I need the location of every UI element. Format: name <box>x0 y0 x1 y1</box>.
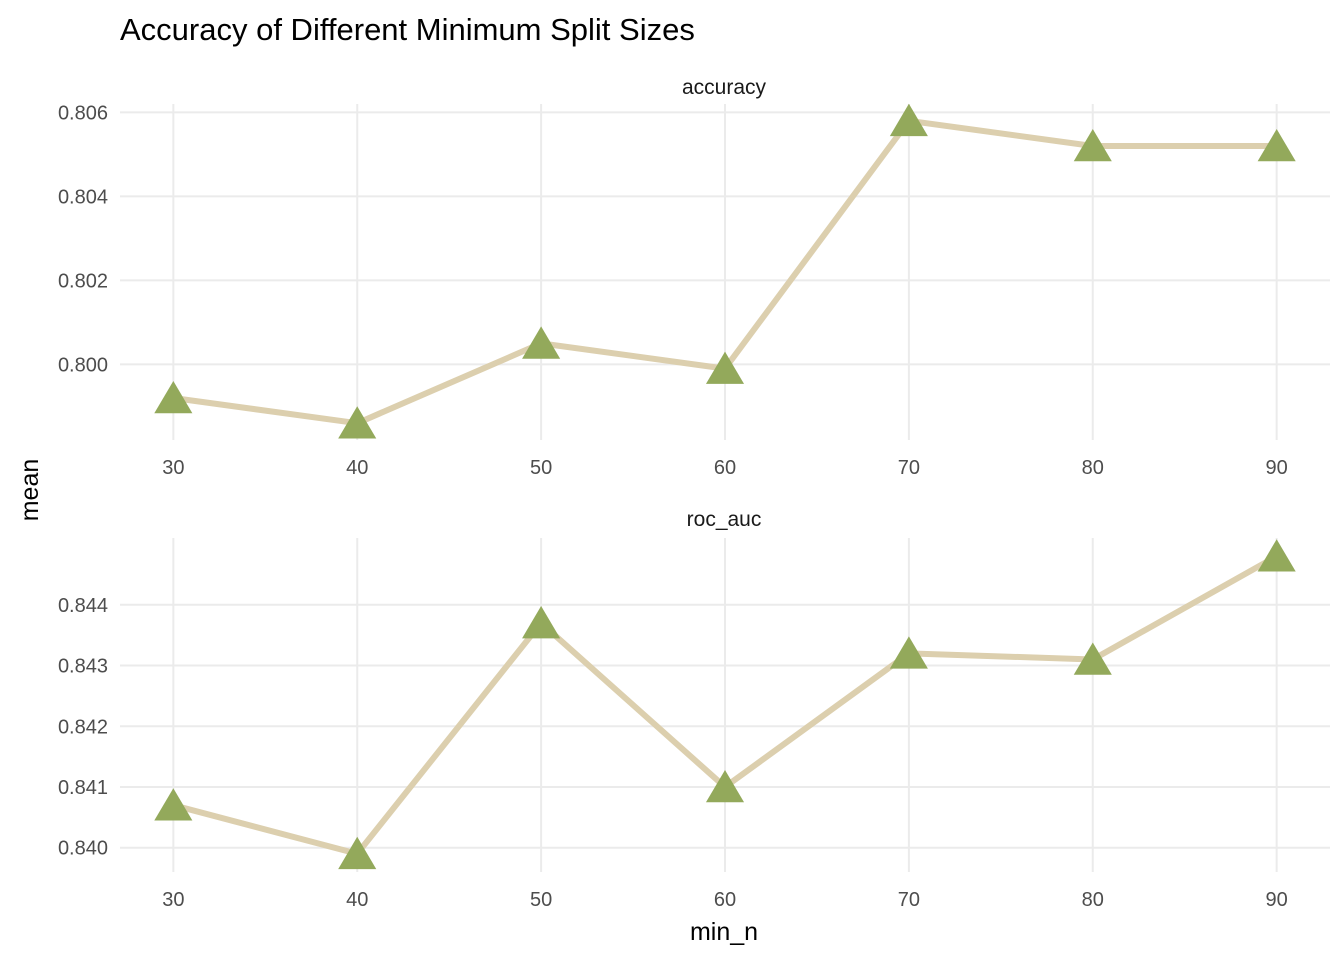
panel-roc-auc: roc_auc 0.840 0.841 0.842 0.843 0.844 30 40 50… <box>58 508 1330 911</box>
x-ticks-roc-auc: 30 40 50 60 70 80 90 <box>162 889 1288 911</box>
data-point-accuracy <box>705 351 745 384</box>
y-tick-label-accuracy: 0.804 <box>58 186 108 208</box>
y-tick-label-accuracy: 0.806 <box>58 102 108 124</box>
data-point-accuracy <box>522 326 561 359</box>
grid-roc-auc <box>120 538 1330 872</box>
x-tick-label-accuracy: 50 <box>530 457 552 479</box>
data-point-accuracy <box>1073 129 1112 162</box>
y-tick-label-accuracy: 0.800 <box>58 354 108 376</box>
x-tick-label-accuracy: 40 <box>346 457 368 479</box>
data-point-accuracy <box>1257 129 1296 162</box>
x-tick-label-roc-auc: 50 <box>530 889 552 911</box>
x-ticks-accuracy: 30 40 50 60 70 80 90 <box>162 457 1288 479</box>
x-tick-label-roc-auc: 70 <box>898 889 920 911</box>
x-tick-label-accuracy: 80 <box>1082 457 1104 479</box>
grid-accuracy <box>120 104 1330 440</box>
chart-title: Accuracy of Different Minimum Split Size… <box>120 12 695 47</box>
data-point-roc-auc <box>705 769 745 803</box>
y-axis-title: mean <box>16 459 44 522</box>
x-axis-title: min_n <box>690 918 758 946</box>
y-tick-label-roc-auc: 0.840 <box>58 838 108 860</box>
x-tick-label-roc-auc: 30 <box>162 889 184 911</box>
strip-label-accuracy: accuracy <box>682 76 767 99</box>
x-tick-label-roc-auc: 80 <box>1082 889 1104 911</box>
y-tick-label-roc-auc: 0.843 <box>58 656 108 678</box>
x-tick-label-roc-auc: 90 <box>1266 889 1288 911</box>
x-tick-label-accuracy: 30 <box>162 457 184 479</box>
data-point-roc-auc <box>1073 642 1112 675</box>
y-tick-label-roc-auc: 0.842 <box>58 716 108 738</box>
y-tick-label-roc-auc: 0.844 <box>58 595 108 617</box>
data-point-accuracy <box>889 103 928 137</box>
y-tick-label-roc-auc: 0.841 <box>58 777 108 799</box>
x-tick-label-accuracy: 90 <box>1266 457 1288 479</box>
data-point-accuracy <box>154 381 193 414</box>
series-roc-auc <box>154 539 1296 870</box>
data-point-roc-auc <box>338 836 377 870</box>
data-point-roc-auc <box>522 606 561 639</box>
panel-accuracy: accuracy 0.800 0.802 0.804 0.806 30 40 50 60 70… <box>58 76 1330 479</box>
data-point-roc-auc <box>889 636 928 669</box>
data-point-roc-auc <box>1257 539 1296 572</box>
y-ticks-accuracy: 0.800 0.802 0.804 0.806 <box>58 102 108 376</box>
x-tick-label-accuracy: 70 <box>898 457 920 479</box>
x-tick-label-accuracy: 60 <box>714 457 736 479</box>
x-tick-label-roc-auc: 40 <box>346 889 368 911</box>
y-tick-label-accuracy: 0.802 <box>58 270 108 292</box>
data-point-accuracy <box>338 406 377 439</box>
x-tick-label-roc-auc: 60 <box>714 889 736 911</box>
y-ticks-roc-auc: 0.840 0.841 0.842 0.843 0.844 <box>58 595 108 860</box>
series-accuracy <box>154 103 1296 439</box>
strip-label-roc-auc: roc_auc <box>687 508 762 531</box>
data-point-roc-auc <box>154 788 193 821</box>
